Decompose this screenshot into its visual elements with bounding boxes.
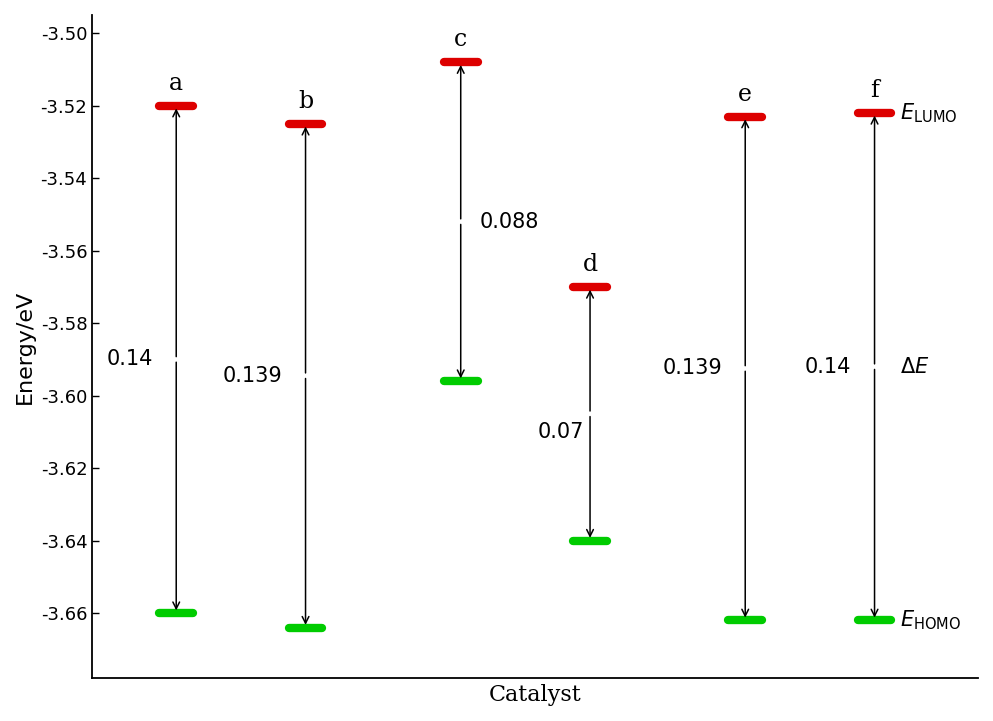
Text: 0.139: 0.139: [662, 358, 722, 379]
Text: c: c: [454, 28, 468, 51]
Text: e: e: [738, 83, 753, 106]
Text: a: a: [169, 72, 184, 94]
Text: b: b: [298, 90, 313, 113]
Text: $E_{\mathrm{HOMO}}$: $E_{\mathrm{HOMO}}$: [901, 609, 961, 632]
Text: 0.07: 0.07: [537, 422, 584, 442]
Text: $E_{\mathrm{LUMO}}$: $E_{\mathrm{LUMO}}$: [901, 101, 958, 125]
Text: 0.139: 0.139: [222, 366, 282, 386]
Text: 0.14: 0.14: [805, 357, 851, 376]
Text: 0.088: 0.088: [481, 212, 539, 231]
Y-axis label: Energy/eV: Energy/eV: [15, 290, 35, 404]
Text: 0.14: 0.14: [106, 350, 153, 369]
X-axis label: Catalyst: Catalyst: [489, 684, 582, 706]
Text: f: f: [870, 79, 879, 102]
Text: d: d: [583, 253, 598, 276]
Text: $\Delta E$: $\Delta E$: [901, 357, 929, 376]
